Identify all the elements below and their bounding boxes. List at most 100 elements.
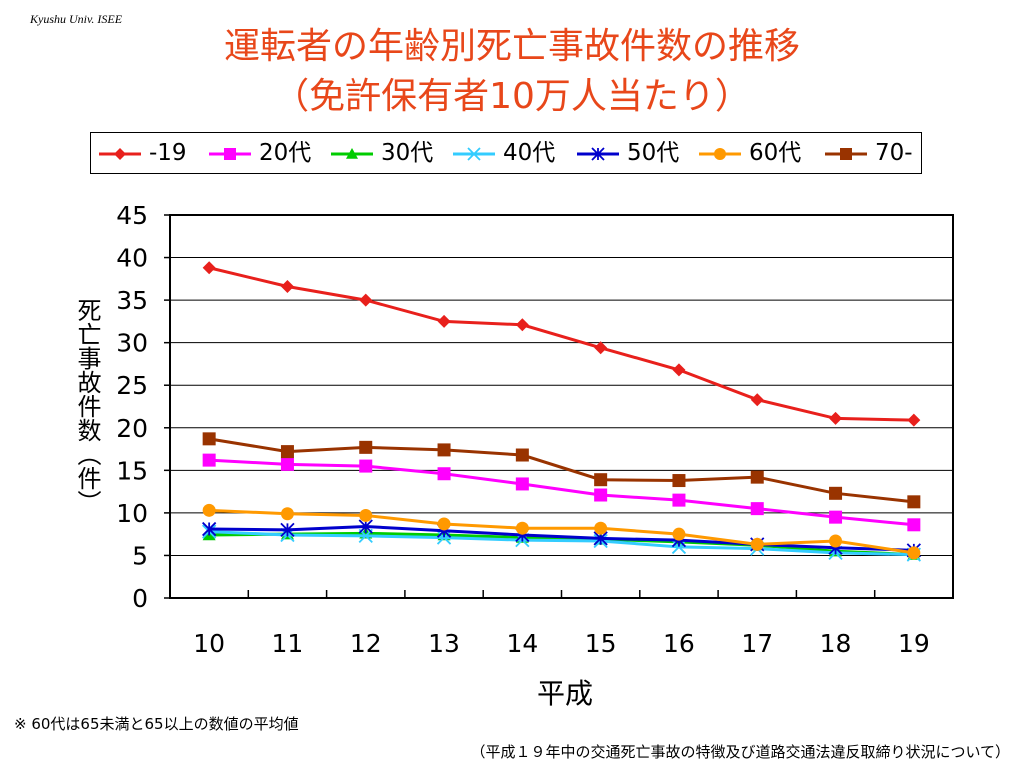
data-point (359, 459, 373, 473)
data-point (467, 147, 481, 161)
y-tick-label: 45 (116, 201, 148, 230)
data-point (515, 521, 529, 535)
data-point (672, 474, 686, 488)
series-line (209, 508, 915, 555)
x-tick-label: 13 (428, 629, 460, 658)
x-tick-label: 16 (663, 629, 695, 658)
data-point (437, 314, 451, 328)
data-point (437, 443, 451, 457)
data-point (202, 432, 216, 446)
series-1 (202, 453, 921, 532)
legend-swatches (99, 147, 867, 161)
series-0 (202, 261, 921, 427)
legend-label: 60代 (749, 140, 802, 166)
data-point (202, 503, 216, 517)
data-point (907, 495, 921, 509)
legend-entry-swatch (825, 148, 867, 160)
data-point (437, 517, 451, 531)
x-tick-label: 12 (350, 629, 382, 658)
legend-label: -19 (149, 140, 187, 166)
data-point (829, 411, 843, 425)
legend-entry-swatch (453, 147, 495, 161)
legend-label: 20代 (259, 140, 312, 166)
series-line (209, 458, 914, 527)
data-point (750, 502, 764, 516)
y-tick-label: 25 (116, 371, 148, 400)
data-point (672, 527, 686, 541)
data-point (750, 393, 764, 407)
data-point (437, 467, 451, 481)
legend-label: 70- (875, 140, 913, 166)
data-point (591, 147, 605, 161)
data-point (907, 518, 921, 532)
source-note: （平成１９年中の交通死亡事故の特徴及び道路交通法違反取締り状況について） (470, 743, 1010, 761)
legend-entry-swatch (331, 148, 373, 159)
x-tick-label: 15 (585, 629, 617, 658)
data-point (358, 519, 373, 534)
data-point (594, 521, 608, 535)
data-point (594, 488, 608, 502)
data-point (829, 510, 843, 524)
data-point (280, 522, 295, 538)
data-point (594, 341, 608, 355)
chart-title-line2: （免許保有者10万人当たり） (273, 76, 751, 117)
x-axis-label: 平成 (536, 677, 593, 710)
legend-entry-swatch (577, 147, 619, 161)
legend-entry-swatch (699, 148, 741, 160)
credit-text: Kyushu Univ. ISEE (30, 12, 123, 26)
chart-title-line1: 運転者の年齢別死亡事故件数の推移 (223, 26, 800, 67)
legend-label: 50代 (627, 140, 680, 166)
data-point (750, 537, 764, 551)
data-point (202, 261, 216, 275)
legend-label: 30代 (381, 140, 434, 166)
x-tick-label: 10 (193, 629, 225, 658)
data-point (907, 546, 921, 560)
legend-entry-swatch (99, 148, 141, 160)
data-point (672, 493, 686, 507)
data-point (829, 486, 843, 500)
chart-title: 運転者の年齢別死亡事故件数の推移 （免許保有者10万人当たり） (0, 22, 1024, 122)
data-point (671, 539, 687, 555)
series-line (209, 530, 914, 557)
data-point (280, 457, 294, 471)
data-point (829, 534, 843, 548)
series-line (208, 437, 915, 504)
y-tick-label: 20 (116, 414, 148, 443)
footnote: ※ 60代は65未満と65以上の数値の平均値 (14, 715, 299, 733)
data-point (907, 413, 921, 427)
series-line (209, 525, 914, 552)
data-point (359, 440, 373, 454)
data-point (750, 470, 764, 484)
data-point (594, 473, 608, 487)
y-tick-label: 30 (116, 329, 148, 358)
data-point (280, 507, 294, 521)
y-tick-label: 15 (116, 456, 148, 485)
data-point (515, 318, 529, 332)
y-axis-label: 死亡事故件数（件） (73, 298, 101, 514)
x-tick-label: 19 (898, 629, 930, 658)
series-line (209, 531, 914, 557)
data-point (280, 279, 294, 293)
data-point (515, 477, 529, 491)
x-tick-label: 11 (272, 629, 304, 658)
data-point (202, 453, 216, 467)
data-point (840, 148, 852, 160)
data-point (346, 148, 358, 159)
y-tick-label: 35 (116, 286, 148, 315)
y-tick-label: 0 (132, 584, 148, 613)
x-tick-label: 14 (506, 629, 538, 658)
series-5 (202, 503, 921, 560)
y-tick-label: 40 (116, 244, 148, 273)
legend-entry-swatch (209, 148, 251, 160)
data-point (202, 521, 217, 537)
series-6 (202, 432, 921, 509)
data-point (280, 445, 294, 459)
data-point (114, 148, 126, 160)
y-tick-label: 10 (116, 499, 148, 528)
data-point (672, 363, 686, 377)
data-point (359, 293, 373, 307)
x-tick-label: 17 (741, 629, 773, 658)
x-tick-label: 18 (820, 629, 852, 658)
legend-label: 40代 (503, 140, 556, 166)
